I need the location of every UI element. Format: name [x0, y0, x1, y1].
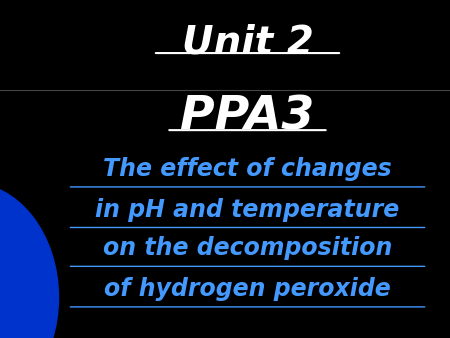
Text: Unit 2: Unit 2 [182, 23, 313, 61]
Text: The effect of changes: The effect of changes [103, 157, 392, 181]
Ellipse shape [0, 183, 58, 338]
Text: of hydrogen peroxide: of hydrogen peroxide [104, 277, 391, 301]
Text: in pH and temperature: in pH and temperature [95, 197, 400, 222]
Text: on the decomposition: on the decomposition [103, 236, 392, 261]
Text: PPA3: PPA3 [180, 94, 315, 139]
